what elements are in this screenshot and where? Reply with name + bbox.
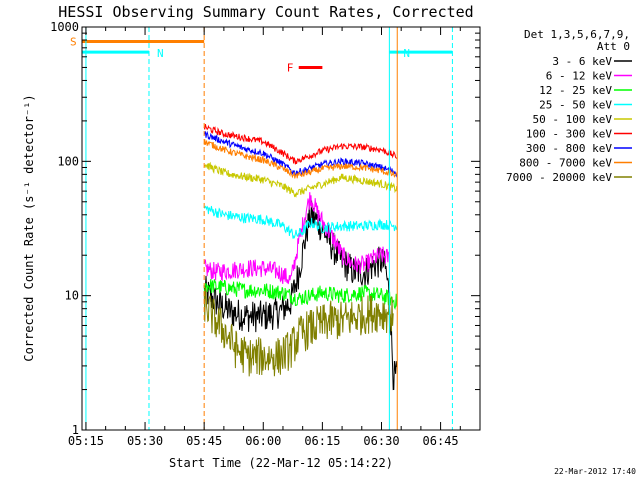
- legend-label: 6 - 12 keV: [546, 70, 613, 83]
- series-line: [203, 278, 398, 311]
- legend-label: 25 - 50 keV: [539, 99, 612, 112]
- legend-label: 50 - 100 keV: [533, 113, 613, 126]
- x-tick-label: 05:15: [68, 434, 104, 448]
- legend-detectors-note: Det 1,3,5,6,7,9,: [524, 28, 630, 41]
- flag-label: F: [287, 61, 294, 74]
- x-tick-label: 06:30: [363, 434, 399, 448]
- legend-label: 7000 - 20000 keV: [506, 171, 612, 184]
- y-axis: 1 10 100 1000: [50, 20, 480, 437]
- series-line: [203, 130, 398, 178]
- x-tick-label: 06:00: [245, 434, 281, 448]
- y-tick-label: 1: [72, 423, 79, 437]
- legend: Det 1,3,5,6,7,9, Att 0 3 - 6 keV 6 - 12 k…: [506, 28, 632, 184]
- legend-label: 800 - 7000 keV: [519, 157, 612, 170]
- y-tick-label: 10: [65, 289, 79, 303]
- y-axis-label: Corrected Count Rate (s⁻¹ detector⁻¹): [22, 94, 36, 361]
- x-tick-label: 05:30: [127, 434, 163, 448]
- series-line: [203, 200, 398, 391]
- series-line: [203, 123, 398, 165]
- legend-label: 300 - 800 keV: [526, 142, 612, 155]
- legend-attenuator-note: Att 0: [597, 40, 630, 53]
- flags-group: S N N F: [70, 35, 453, 74]
- legend-label: 3 - 6 keV: [552, 55, 612, 68]
- boundaries-group: [85, 27, 453, 430]
- y-tick-label: 1000: [50, 20, 79, 34]
- flag-label: N: [403, 47, 410, 60]
- chart-title: HESSI Observing Summary Count Rates, Cor…: [58, 3, 473, 21]
- series-line: [203, 139, 398, 179]
- series-line: [203, 287, 394, 377]
- series-group: [203, 123, 398, 391]
- series-line: [203, 192, 390, 285]
- legend-label: 100 - 300 keV: [526, 128, 612, 141]
- series-line: [203, 161, 398, 198]
- plot-frame: [81, 26, 481, 431]
- y-tick-label: 100: [57, 154, 79, 168]
- x-tick-label: 05:45: [186, 434, 222, 448]
- series-line: [203, 205, 398, 239]
- footer-date: 22-Mar-2012 17:40: [554, 467, 636, 476]
- x-axis-label: Start Time (22-Mar-12 05:14:22): [169, 456, 393, 470]
- flag-label: N: [157, 47, 164, 60]
- x-tick-label: 06:45: [423, 434, 459, 448]
- x-axis: 05:15 05:30 05:45 06:00 06:15 06:30 06:45: [68, 27, 481, 448]
- legend-label: 12 - 25 keV: [539, 84, 612, 97]
- flag-label: S: [70, 35, 77, 48]
- x-tick-label: 06:15: [304, 434, 340, 448]
